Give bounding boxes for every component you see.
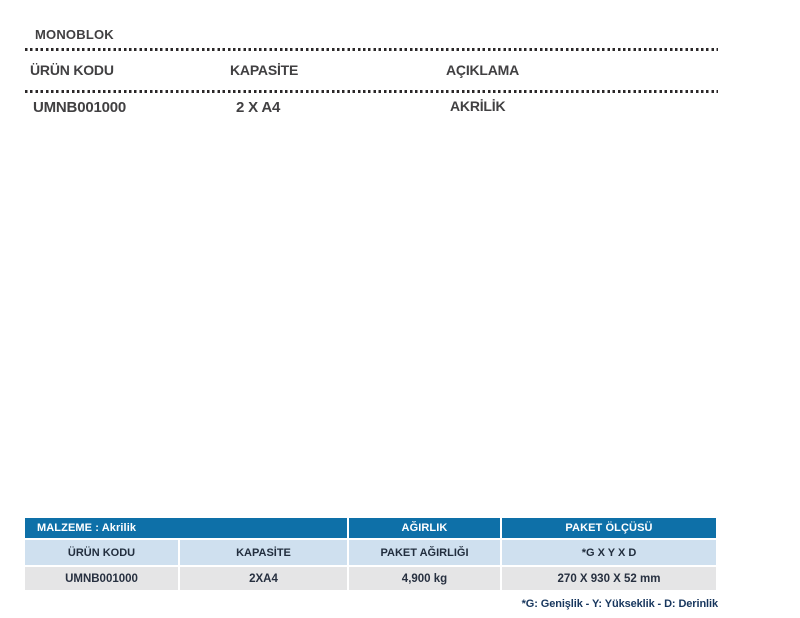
section-title: MONOBLOK	[35, 27, 114, 42]
spec-header-weight: AĞIRLIK	[349, 518, 500, 538]
capacity-value: 2 X A4	[236, 99, 281, 116]
spec-header-package-size: PAKET ÖLÇÜSÜ	[502, 518, 716, 538]
spec-table: MALZEME : Akrilik AĞIRLIK PAKET ÖLÇÜSÜ Ü…	[25, 518, 716, 590]
spec-subheader-urun-kodu: ÜRÜN KODU	[25, 540, 178, 565]
dimension-legend-footnote: *G: Genişlik - Y: Yükseklik - D: Derinli…	[521, 598, 719, 610]
product-code-value: UMNB001000	[33, 99, 127, 116]
spec-subheader-kapasite: KAPASİTE	[180, 540, 347, 565]
spec-subheader-gxyxd: *G X Y X D	[502, 540, 716, 565]
description-value: AKRİLİK	[450, 98, 506, 114]
column-header-aciklama: AÇIKLAMA	[446, 62, 520, 78]
column-header-urun-kodu: ÜRÜN KODU	[30, 62, 114, 78]
dotted-divider-header	[25, 90, 718, 93]
column-header-kapasite: KAPASİTE	[230, 62, 299, 78]
dotted-divider-top	[25, 48, 718, 51]
spec-value-weight: 4,900 kg	[349, 567, 500, 590]
spec-value-capacity: 2XA4	[180, 567, 347, 590]
spec-header-material: MALZEME : Akrilik	[25, 518, 347, 538]
spec-subheader-paket-agirligi: PAKET AĞIRLIĞI	[349, 540, 500, 565]
spec-value-package-size: 270 X 930 X 52 mm	[502, 567, 716, 590]
spec-value-product-code: UMNB001000	[25, 567, 178, 590]
